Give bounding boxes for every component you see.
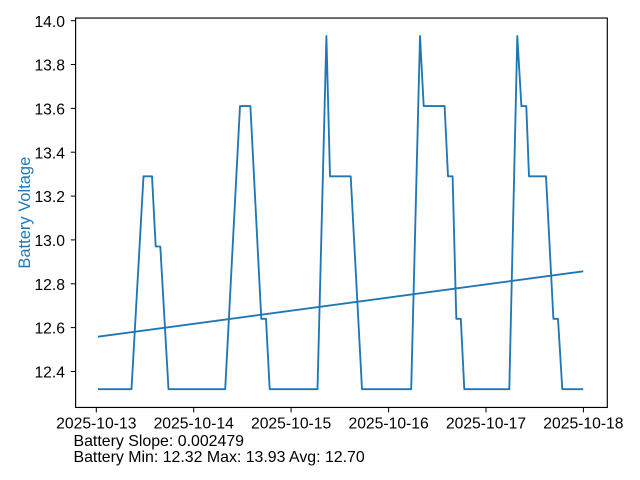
svg-text:2025-10-15: 2025-10-15 — [251, 415, 332, 432]
svg-text:2025-10-18: 2025-10-18 — [543, 415, 624, 432]
svg-text:Battery Voltage: Battery Voltage — [16, 157, 34, 269]
svg-text:12.4: 12.4 — [34, 365, 65, 382]
svg-text:Battery Min: 12.32 Max: 13.93: Battery Min: 12.32 Max: 13.93 Avg: 12.70 — [74, 449, 365, 466]
svg-text:Battery Slope: 0.002479: Battery Slope: 0.002479 — [74, 433, 245, 450]
svg-text:13.0: 13.0 — [34, 233, 65, 250]
svg-text:2025-10-16: 2025-10-16 — [348, 415, 429, 432]
svg-text:13.2: 13.2 — [34, 189, 65, 206]
svg-text:2025-10-17: 2025-10-17 — [446, 415, 526, 432]
svg-text:13.8: 13.8 — [34, 58, 65, 75]
svg-text:2025-10-14: 2025-10-14 — [154, 415, 235, 432]
svg-text:12.8: 12.8 — [34, 277, 65, 294]
svg-text:12.6: 12.6 — [34, 321, 65, 338]
svg-text:14.0: 14.0 — [34, 14, 65, 31]
svg-text:13.6: 13.6 — [34, 102, 65, 119]
svg-text:13.4: 13.4 — [34, 145, 65, 162]
svg-text:2025-10-13: 2025-10-13 — [56, 415, 137, 432]
